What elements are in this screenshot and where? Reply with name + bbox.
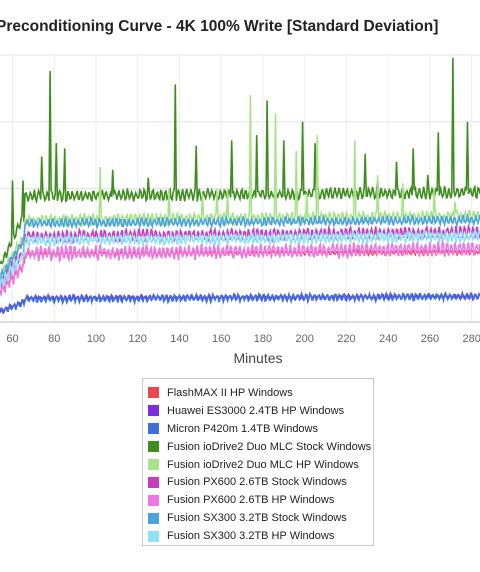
legend-swatch: [148, 476, 159, 488]
x-tick-label: 100: [87, 333, 105, 345]
legend-swatch: [148, 423, 159, 435]
legend-label: Fusion PX600 2.6TB Stock Windows: [167, 476, 347, 489]
legend-item[interactable]: Micron P420m 1.4TB Windows: [143, 420, 373, 438]
legend-label: Fusion ioDrive2 Duo MLC HP Windows: [167, 458, 359, 471]
legend-item[interactable]: Fusion ioDrive2 Duo MLC Stock Windows: [143, 438, 373, 456]
series-line: [0, 289, 480, 315]
legend-swatch: [148, 512, 159, 524]
x-axis-label: Minutes: [233, 350, 283, 366]
x-tick-label: 160: [212, 333, 230, 345]
legend-label: FlashMAX II HP Windows: [167, 386, 293, 399]
legend-label: Fusion SX300 3.2TB HP Windows: [167, 530, 335, 543]
chart-title: Preconditioning Curve - 4K 100% Write [S…: [0, 18, 439, 35]
x-tick-label: 200: [296, 333, 314, 345]
legend-swatch: [148, 459, 159, 470]
legend-swatch: [148, 441, 159, 453]
legend-item[interactable]: Fusion SX300 3.2TB HP Windows: [143, 527, 373, 545]
legend-item[interactable]: Huawei ES3000 2.4TB HP Windows: [143, 402, 373, 420]
legend-swatch: [148, 405, 159, 417]
legend: FlashMAX II HP Windows Huawei ES3000 2.4T…: [142, 378, 374, 546]
x-tick-label: 260: [421, 333, 439, 345]
legend-label: Fusion ioDrive2 Duo MLC Stock Windows: [167, 440, 372, 453]
legend-swatch: [148, 387, 159, 399]
x-tick-label: 60: [6, 333, 18, 345]
legend-swatch: [148, 494, 159, 506]
legend-item[interactable]: Fusion ioDrive2 Duo MLC HP Windows: [143, 456, 373, 474]
legend-item[interactable]: Fusion PX600 2.6TB Stock Windows: [143, 473, 373, 491]
x-tick-label: 180: [254, 333, 272, 345]
legend-item[interactable]: Fusion PX600 2.6TB HP Windows: [143, 491, 373, 509]
x-tick-label: 80: [48, 333, 60, 345]
legend-label: Huawei ES3000 2.4TB HP Windows: [167, 404, 345, 417]
x-tick-label: 220: [337, 333, 355, 345]
series-line: [0, 212, 480, 283]
series-line: [0, 228, 480, 289]
x-tick-label: 240: [379, 333, 397, 345]
legend-swatch: [148, 530, 159, 542]
legend-label: Micron P420m 1.4TB Windows: [167, 422, 318, 435]
x-tick-label: 120: [129, 333, 147, 345]
legend-item[interactable]: Fusion SX300 3.2TB Stock Windows: [143, 509, 373, 527]
x-tick-label: 140: [170, 333, 188, 345]
plot-area: 60 80 100 120 140 160 180 200 220 240 260 280: [0, 54, 480, 345]
series-line: [0, 57, 480, 265]
legend-item[interactable]: FlashMAX II HP Windows: [143, 384, 373, 402]
legend-label: Fusion SX300 3.2TB Stock Windows: [167, 512, 347, 525]
legend-label: Fusion PX600 2.6TB HP Windows: [167, 494, 335, 507]
series-line: [0, 238, 480, 297]
x-tick-label: 280: [462, 333, 480, 345]
